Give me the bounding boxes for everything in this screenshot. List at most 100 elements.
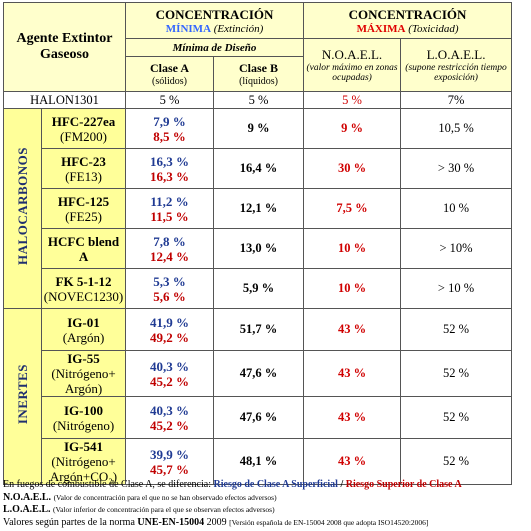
class-a-superior: 49,2 % bbox=[150, 329, 190, 345]
loael-value: 52 % bbox=[400, 438, 513, 485]
agent-header: Agente Extintor Gaseoso bbox=[2, 2, 127, 92]
class-a-cell: 41,9 % 49,2 % bbox=[125, 308, 215, 351]
agent-name-cell: IG-55 (Nitrógeno+ Argón) bbox=[40, 350, 127, 397]
loael-value: > 10% bbox=[400, 228, 513, 269]
agent-name-cell: IG-541 (Nitrógeno+ Argón+CO₂) bbox=[40, 438, 127, 485]
footer-loael-def: (Valor inferior de concentración para el… bbox=[53, 505, 275, 514]
class-a-superior: 8,5 % bbox=[153, 128, 186, 144]
loael-label: L.O.A.E.L. bbox=[426, 47, 486, 62]
agent-name-cell: HFC-125 (FE25) bbox=[40, 188, 127, 229]
agent-row: IG-100 (Nitrógeno) 40,3 % 45,2 % 47,6 % 43 % 5… bbox=[4, 396, 513, 439]
noael-value: 7,5 % bbox=[303, 188, 402, 229]
loael-value: 10,5 % bbox=[400, 108, 513, 149]
agent-name: HFC-227ea bbox=[51, 113, 116, 129]
loael-value: 52 % bbox=[400, 396, 513, 439]
noael-value: 9 % bbox=[303, 108, 402, 149]
footer-year: 2009 bbox=[206, 516, 227, 528]
class-b-value: 13,0 % bbox=[213, 228, 305, 269]
agent-label: Agente Extintor Gaseoso bbox=[16, 31, 113, 62]
agent-alt: (FE25) bbox=[65, 208, 102, 224]
class-b-header: Clase B (líquidos) bbox=[213, 56, 305, 92]
agent-alt: (Nitrógeno) bbox=[52, 417, 115, 433]
class-b-value: 47,6 % bbox=[213, 350, 305, 397]
agent-name: HCFC blend A bbox=[47, 233, 120, 264]
agent-row: INERTES IG-01 (Argón) 41,9 % 49,2 % 51,7 % 43 … bbox=[3, 308, 513, 485]
class-a-superior: 12,4 % bbox=[150, 248, 190, 264]
max-header: CONCENTRACIÓN MÁXIMA (Toxicidad) bbox=[303, 2, 513, 39]
class-a-cell: 40,3 % 45,2 % bbox=[125, 350, 215, 397]
loael-value: 52 % bbox=[400, 350, 513, 397]
agent-name-cell: HFC-23 (FE13) bbox=[40, 148, 127, 189]
footer-superior: Riesgo Superior de Clase A bbox=[345, 479, 462, 490]
noael-value: 43 % bbox=[303, 308, 402, 351]
halon-noael: 5 % bbox=[303, 91, 402, 109]
halon-b: 5 % bbox=[213, 91, 305, 109]
agent-row: IG-55 (Nitrógeno+ Argón) 40,3 % 45,2 % 47,6 … bbox=[4, 350, 513, 397]
loael-value: 52 % bbox=[400, 308, 513, 351]
class-a-superficial: 7,9 % bbox=[153, 113, 186, 129]
noael-label: N.O.A.E.L. bbox=[321, 47, 383, 62]
agent-alt: (FE13) bbox=[65, 168, 102, 184]
loael-value: > 30 % bbox=[400, 148, 513, 189]
class-b-value: 51,7 % bbox=[213, 308, 305, 351]
class-b-value: 12,1 % bbox=[213, 188, 305, 229]
class-b-value: 9 % bbox=[213, 108, 305, 149]
footer: En fuegos de combustible de Clase A, se … bbox=[3, 479, 528, 529]
group-label: INERTES bbox=[14, 363, 30, 425]
min-title: CONCENTRACIÓN bbox=[155, 6, 274, 22]
agent-name: IG-100 bbox=[64, 402, 103, 418]
agent-row: HCFC blend A 7,8 % 12,4 % 13,0 % 10 % > 10% bbox=[4, 228, 513, 269]
min-sub: (Extinción) bbox=[213, 22, 264, 35]
class-b-value: 47,6 % bbox=[213, 396, 305, 439]
noael-value: 43 % bbox=[303, 396, 402, 439]
footer-superficial: Riesgo de Clase A Superficial bbox=[213, 479, 338, 490]
footer-noael: N.O.A.E.L. bbox=[3, 491, 52, 503]
class-a-cell: 16,3 % 16,3 % bbox=[125, 148, 215, 189]
class-a-cell: 5,3 % 5,6 % bbox=[125, 268, 215, 309]
footer-version: [Versión española de EN-15004 2008 que a… bbox=[229, 517, 429, 527]
noael-value: 10 % bbox=[303, 228, 402, 269]
agent-row: IG-541 (Nitrógeno+ Argón+CO₂) 39,9 % 45,7 %… bbox=[4, 438, 513, 485]
class-a-cell: 7,8 % 12,4 % bbox=[125, 228, 215, 269]
class-a-superficial: 40,3 % bbox=[150, 402, 190, 418]
agent-name: HFC-23 bbox=[61, 153, 106, 169]
group-cell: HALOCARBONOS bbox=[3, 108, 42, 309]
class-a-superior: 45,2 % bbox=[150, 373, 190, 389]
min-header: CONCENTRACIÓN MÍNIMA (Extinción) bbox=[125, 2, 305, 39]
group-cell: INERTES bbox=[3, 308, 42, 485]
agent-alt: (FM200) bbox=[60, 128, 107, 144]
class-a-superior: 11,5 % bbox=[150, 208, 189, 224]
extinguisher-table: Agente Extintor Gaseoso CONCENTRACIÓN MÍ… bbox=[2, 2, 513, 485]
table-body: Agente Extintor Gaseoso CONCENTRACIÓN MÍ… bbox=[2, 2, 513, 485]
agent-name-cell: IG-01 (Argón) bbox=[40, 308, 127, 351]
agent-row: HFC-23 (FE13) 16,3 % 16,3 % 16,4 % 30 % > 30 % bbox=[4, 148, 513, 189]
class-a-superficial: 5,3 % bbox=[153, 273, 186, 289]
class-b-value: 48,1 % bbox=[213, 438, 305, 485]
class-a-cell: 39,9 % 45,7 % bbox=[125, 438, 215, 485]
class-a-superior: 5,6 % bbox=[153, 288, 186, 304]
halon-loael: 7% bbox=[400, 91, 513, 109]
loael-header: L.O.A.E.L. (supone restricción tiempo exp… bbox=[400, 38, 513, 92]
agent-name: HFC-125 bbox=[57, 193, 110, 209]
noael-sub: (valor máximo en zonas ocupadas) bbox=[306, 63, 398, 83]
agent-row: HALOCARBONOS HFC-227ea (FM200) 7,9 % 8,5 % 9 … bbox=[3, 108, 513, 309]
noael-header: N.O.A.E.L. (valor máximo en zonas ocupada… bbox=[303, 38, 402, 92]
max-title: CONCENTRACIÓN bbox=[348, 6, 467, 22]
agent-row: HFC-125 (FE25) 11,2 % 11,5 % 12,1 % 7,5 % 10 % bbox=[4, 188, 513, 229]
class-a-superior: 45,7 % bbox=[150, 461, 190, 477]
design-label: Mínima de Diseño bbox=[172, 41, 257, 54]
class-a-cell: 40,3 % 45,2 % bbox=[125, 396, 215, 439]
class-a-label: Clase A bbox=[150, 61, 190, 75]
halon-row: HALON1301 5 % 5 % 5 % 7% bbox=[2, 91, 513, 109]
class-a-superficial: 41,9 % bbox=[150, 314, 190, 330]
class-a-cell: 7,9 % 8,5 % bbox=[125, 108, 215, 149]
group-label: HALOCARBONOS bbox=[14, 147, 30, 265]
footer-norm: UNE-EN-15004 bbox=[137, 516, 205, 528]
class-a-superficial: 16,3 % bbox=[150, 153, 190, 169]
class-a-header: Clase A (sólidos) bbox=[125, 56, 215, 92]
agent-name: IG-541 bbox=[64, 439, 103, 455]
noael-value: 43 % bbox=[303, 438, 402, 485]
agent-name: FK 5-1-12 bbox=[55, 273, 112, 289]
class-b-label: Clase B bbox=[239, 61, 279, 75]
